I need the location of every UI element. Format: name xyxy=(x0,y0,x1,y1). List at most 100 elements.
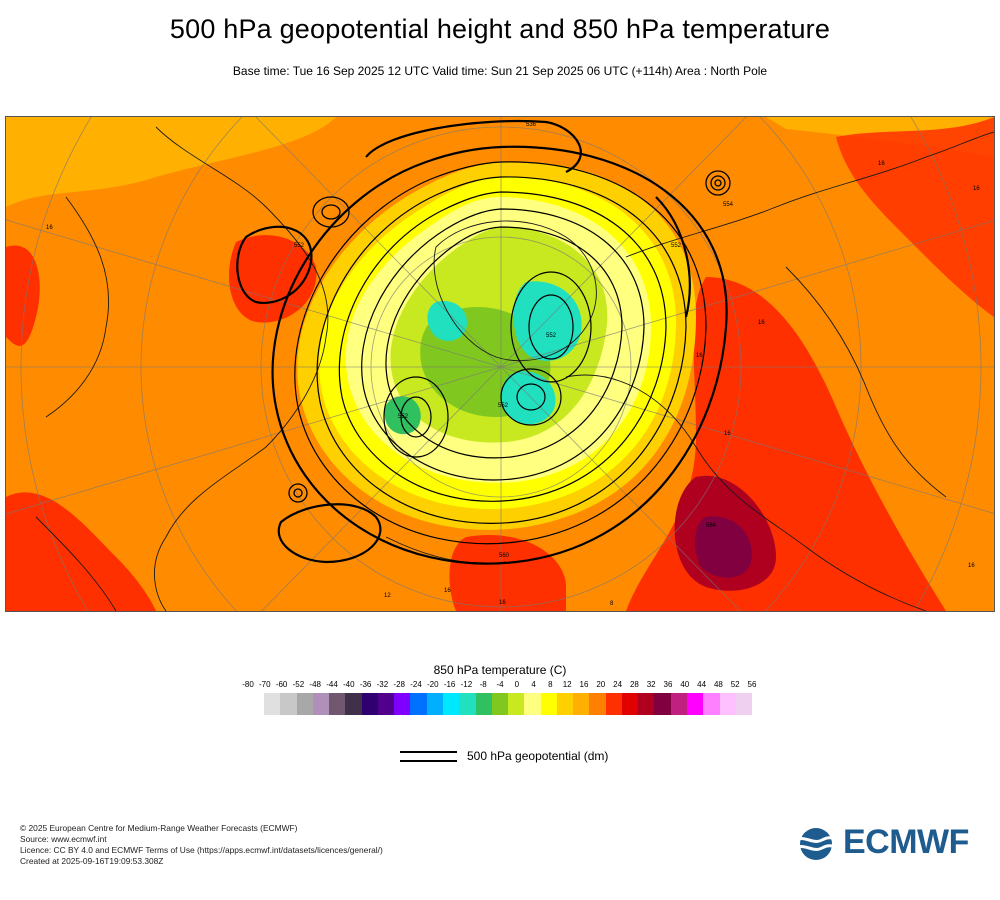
meridian xyxy=(261,366,502,611)
meridian xyxy=(6,219,502,368)
temperature-field-warm-band xyxy=(6,117,336,207)
colorbar-tick-label: 0 xyxy=(514,680,520,689)
colorbar-swatch xyxy=(345,693,362,715)
chart-title: 500 hPa geopotential height and 850 hPa … xyxy=(169,14,831,44)
colorbar-tick-label: -12 xyxy=(460,680,473,689)
geopotential-legend-line xyxy=(400,751,457,763)
contour-label: 560 xyxy=(499,553,510,559)
chart-subtitle: Base time: Tue 16 Sep 2025 12 UTC Valid … xyxy=(232,64,768,78)
cut-off-low-southwest xyxy=(293,488,303,498)
contour-label: 552 xyxy=(546,333,557,339)
meridian xyxy=(500,117,747,368)
credit-line: Created at 2025-09-16T19:09:53.308Z xyxy=(20,856,164,866)
geopotential-contour-low xyxy=(510,271,592,383)
colorbar-tick-labels: -80 -70 -60 -52 -48 -44 -40 -36 -32 -28 -24 -20 -16-… xyxy=(0,680,1000,692)
colorbar-tick-label: -24 xyxy=(410,680,422,689)
colorbar-tick-label: 32 xyxy=(646,680,656,689)
colorbar-tick-label: 16 xyxy=(579,680,589,689)
colorbar-tick-label: 36 xyxy=(663,680,673,689)
geopotential-contours xyxy=(236,119,728,565)
credits: © 2025 European Centre for Medium-Range … xyxy=(20,823,383,867)
geopotential-contour-low xyxy=(383,376,449,458)
contour-labels: 536 554 16 16 552 16 552 16 552 8 12 16 … xyxy=(46,122,980,607)
contour-label: 554 xyxy=(723,202,734,208)
colorbar-swatch xyxy=(508,693,525,715)
geopotential-contour xyxy=(361,208,645,481)
colorbar-swatch xyxy=(605,693,623,715)
colorbar-swatch xyxy=(394,693,411,715)
colorbar-swatch xyxy=(719,693,736,715)
colorbar-tick-label: -60 xyxy=(275,680,288,689)
colorbar-tick-label: 28 xyxy=(629,680,639,689)
contour-label: 552 xyxy=(671,243,682,249)
cut-off-low-northeast xyxy=(714,179,722,187)
ecmwf-logo: ECMWF xyxy=(793,823,983,862)
colorbar-swatch xyxy=(361,693,378,715)
colorbar-swatch xyxy=(264,693,281,715)
colorbar-swatch xyxy=(426,693,444,715)
colorbar-swatch xyxy=(329,693,346,715)
geopotential-contour-low xyxy=(500,368,562,426)
temperature-field-hot-northwest xyxy=(228,235,317,323)
colorbar-tick-label: -8 xyxy=(479,680,487,689)
meridian xyxy=(255,117,502,368)
geopotential-contour xyxy=(655,196,691,318)
coastline-eurasia-south xyxy=(565,374,927,611)
cut-off-lows xyxy=(288,170,731,503)
geopotential-contour xyxy=(365,119,582,173)
colorbar-swatch xyxy=(296,693,313,715)
cut-off-low-northeast xyxy=(705,170,731,196)
colorbar-swatch xyxy=(687,693,704,715)
coastlines xyxy=(35,126,994,611)
geopotential-contour xyxy=(316,176,687,524)
coastline-greenland xyxy=(433,220,597,362)
cut-off-low-northeast xyxy=(710,175,726,191)
colorbar-swatch xyxy=(703,693,720,715)
temperature-field-hot-west xyxy=(6,245,40,346)
geopotential-contour-low xyxy=(516,383,546,411)
coastline-southwest xyxy=(35,516,117,611)
colorbar-tick-label: 56 xyxy=(747,680,757,689)
geopotential-contour-low xyxy=(400,396,432,438)
cut-off-low-north xyxy=(321,204,341,220)
colorbar-tick-label: 20 xyxy=(596,680,606,689)
geopotential-contour xyxy=(338,191,667,502)
temperature-field-hot-northeast xyxy=(836,117,994,317)
geopotential-contour xyxy=(277,503,382,564)
temperature-field-hot-south xyxy=(449,535,566,611)
contour-label: 16 xyxy=(973,186,980,192)
geopotential-legend-label: 500 hPa geopotential (dm) xyxy=(467,749,609,763)
colorbar-swatch xyxy=(459,693,476,715)
cut-off-low-north xyxy=(312,196,350,228)
colorbar-swatch xyxy=(654,693,671,715)
contour-label: 552 xyxy=(398,414,409,420)
contour-label: 552 xyxy=(498,403,509,409)
colorbar-tick-label: 4 xyxy=(531,680,536,689)
colorbar-tick-label: -4 xyxy=(496,680,504,689)
temperature-field-extreme-hot xyxy=(694,516,752,578)
colorbar-tick-label: -80 xyxy=(242,680,254,689)
colorbar-tick-label: -44 xyxy=(326,680,338,689)
contour-label: 16 xyxy=(968,563,975,569)
contour-label: 16 xyxy=(499,600,506,606)
contour-label: 536 xyxy=(526,122,537,128)
ecmwf-logo-icon xyxy=(795,828,838,860)
colorbar-swatch xyxy=(475,693,492,715)
colorbar-swatch xyxy=(442,693,460,715)
geopotential-contour xyxy=(294,161,707,545)
cut-off-low-southwest xyxy=(288,483,308,503)
colorbar-tick-label: -70 xyxy=(259,680,271,689)
contour-label: 12 xyxy=(384,593,391,599)
contour-label: 8 xyxy=(610,601,614,607)
contour-label: 16 xyxy=(46,225,53,231)
colorbar-swatch xyxy=(540,693,557,715)
coastline-east-asia xyxy=(785,266,947,498)
meridian xyxy=(500,366,994,514)
colorbar-tick-label: 52 xyxy=(730,680,740,689)
contour-label: 16 xyxy=(758,320,765,326)
contour-label: 584 xyxy=(706,523,717,529)
coastline-west xyxy=(45,196,110,418)
colorbar-swatch xyxy=(735,693,753,715)
colorbar-tick-label: -28 xyxy=(393,680,405,689)
colorbar-swatch xyxy=(556,693,574,715)
